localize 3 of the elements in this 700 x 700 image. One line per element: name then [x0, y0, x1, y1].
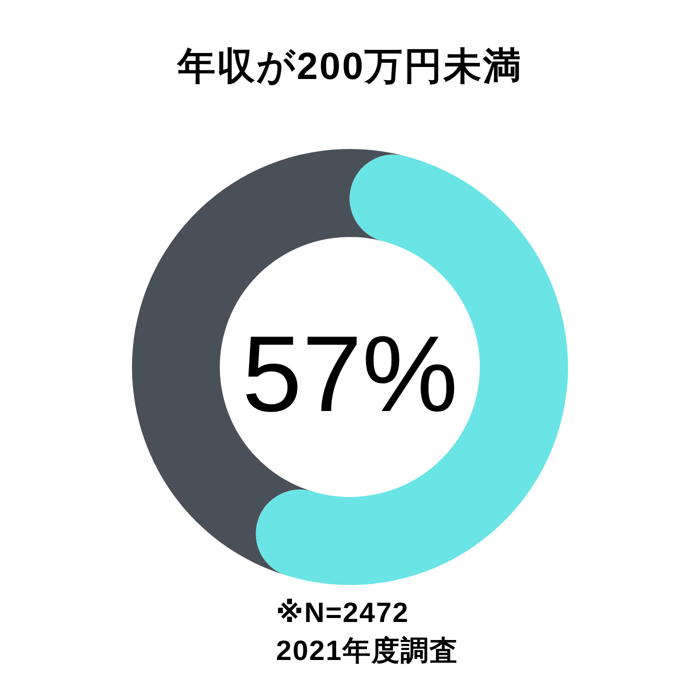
- title: 年収が200万円未満: [177, 46, 523, 88]
- annotation: ※N=2472: [276, 597, 410, 628]
- annotation: 2021年度調査: [276, 635, 458, 666]
